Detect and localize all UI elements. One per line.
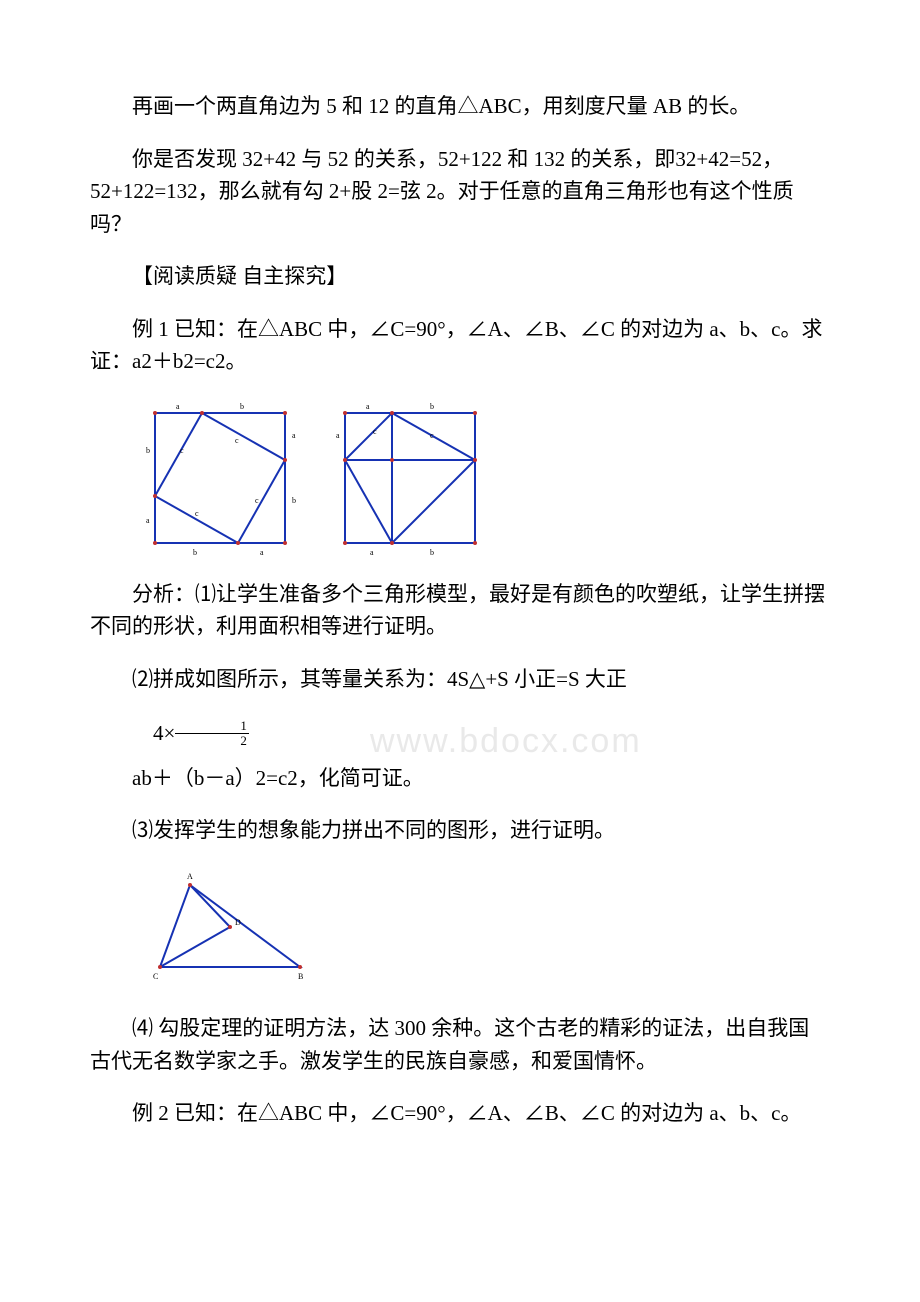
paragraph-1: 再画一个两直角边为 5 和 12 的直角△ABC，用刻度尺量 AB 的长。: [90, 90, 830, 123]
svg-text:b: b: [292, 496, 296, 505]
fraction: 12: [175, 719, 249, 749]
paragraph-10: 例 2 已知：在△ABC 中，∠C=90°，∠A、∠B、∠C 的对边为 a、b、…: [90, 1097, 830, 1130]
paragraph-8: ⑶发挥学生的想象能力拼出不同的图形，进行证明。: [90, 814, 830, 847]
svg-text:b: b: [240, 402, 244, 411]
triangle-figure-wrap: A D C B: [140, 867, 830, 992]
svg-text:a: a: [292, 431, 296, 440]
svg-text:a: a: [366, 402, 370, 411]
paragraph-5: 分析：⑴让学生准备多个三角形模型，最好是有颜色的吹塑纸，让学生拼摆不同的形状，利…: [90, 578, 830, 643]
svg-text:b: b: [430, 402, 434, 411]
paragraph-3: 【阅读质疑 自主探究】: [90, 260, 830, 293]
svg-text:c: c: [255, 496, 259, 505]
figure-1-square-proof: a b a b a b a b c c c c: [140, 398, 300, 558]
fraction-numerator: 1: [175, 719, 249, 734]
svg-text:a: a: [336, 431, 340, 440]
svg-text:c: c: [430, 431, 434, 440]
paragraph-6: ⑵拼成如图所示，其等量关系为：4S△+S 小正=S 大正: [90, 663, 830, 696]
figure-row: a b a b a b a b c c c c a b a c c a b: [140, 398, 830, 558]
svg-text:a: a: [176, 402, 180, 411]
svg-text:b: b: [146, 446, 150, 455]
paragraph-2: 你是否发现 32+42 与 52 的关系，52+122 和 132 的关系，即3…: [90, 143, 830, 241]
svg-text:a: a: [370, 548, 374, 557]
svg-text:a: a: [260, 548, 264, 557]
svg-text:c: c: [195, 509, 199, 518]
svg-text:c: c: [180, 446, 184, 455]
svg-text:B: B: [298, 972, 303, 981]
svg-text:c: c: [373, 427, 377, 436]
paragraph-7: ab＋（b－a）2=c2，化简可证。: [90, 762, 830, 795]
paragraph-4: 例 1 已知：在△ABC 中，∠C=90°，∠A、∠B、∠C 的对边为 a、b、…: [90, 313, 830, 378]
fraction-expression: 4×12: [90, 715, 830, 749]
svg-text:D: D: [235, 918, 241, 927]
svg-text:c: c: [235, 436, 239, 445]
svg-text:a: a: [146, 516, 150, 525]
fraction-denominator: 2: [175, 734, 249, 748]
svg-text:b: b: [430, 548, 434, 557]
svg-text:b: b: [193, 548, 197, 557]
figure-2-square-proof: a b a c c a b: [330, 398, 490, 558]
svg-text:A: A: [187, 872, 193, 881]
svg-text:C: C: [153, 972, 158, 981]
paragraph-9: ⑷ 勾股定理的证明方法，达 300 余种。这个古老的精彩的证法，出自我国古代无名…: [90, 1012, 830, 1077]
fraction-prefix: 4×: [153, 721, 175, 745]
figure-triangle: A D C B: [140, 867, 320, 987]
